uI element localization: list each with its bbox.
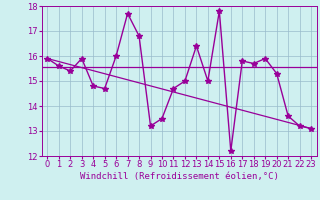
X-axis label: Windchill (Refroidissement éolien,°C): Windchill (Refroidissement éolien,°C): [80, 172, 279, 181]
